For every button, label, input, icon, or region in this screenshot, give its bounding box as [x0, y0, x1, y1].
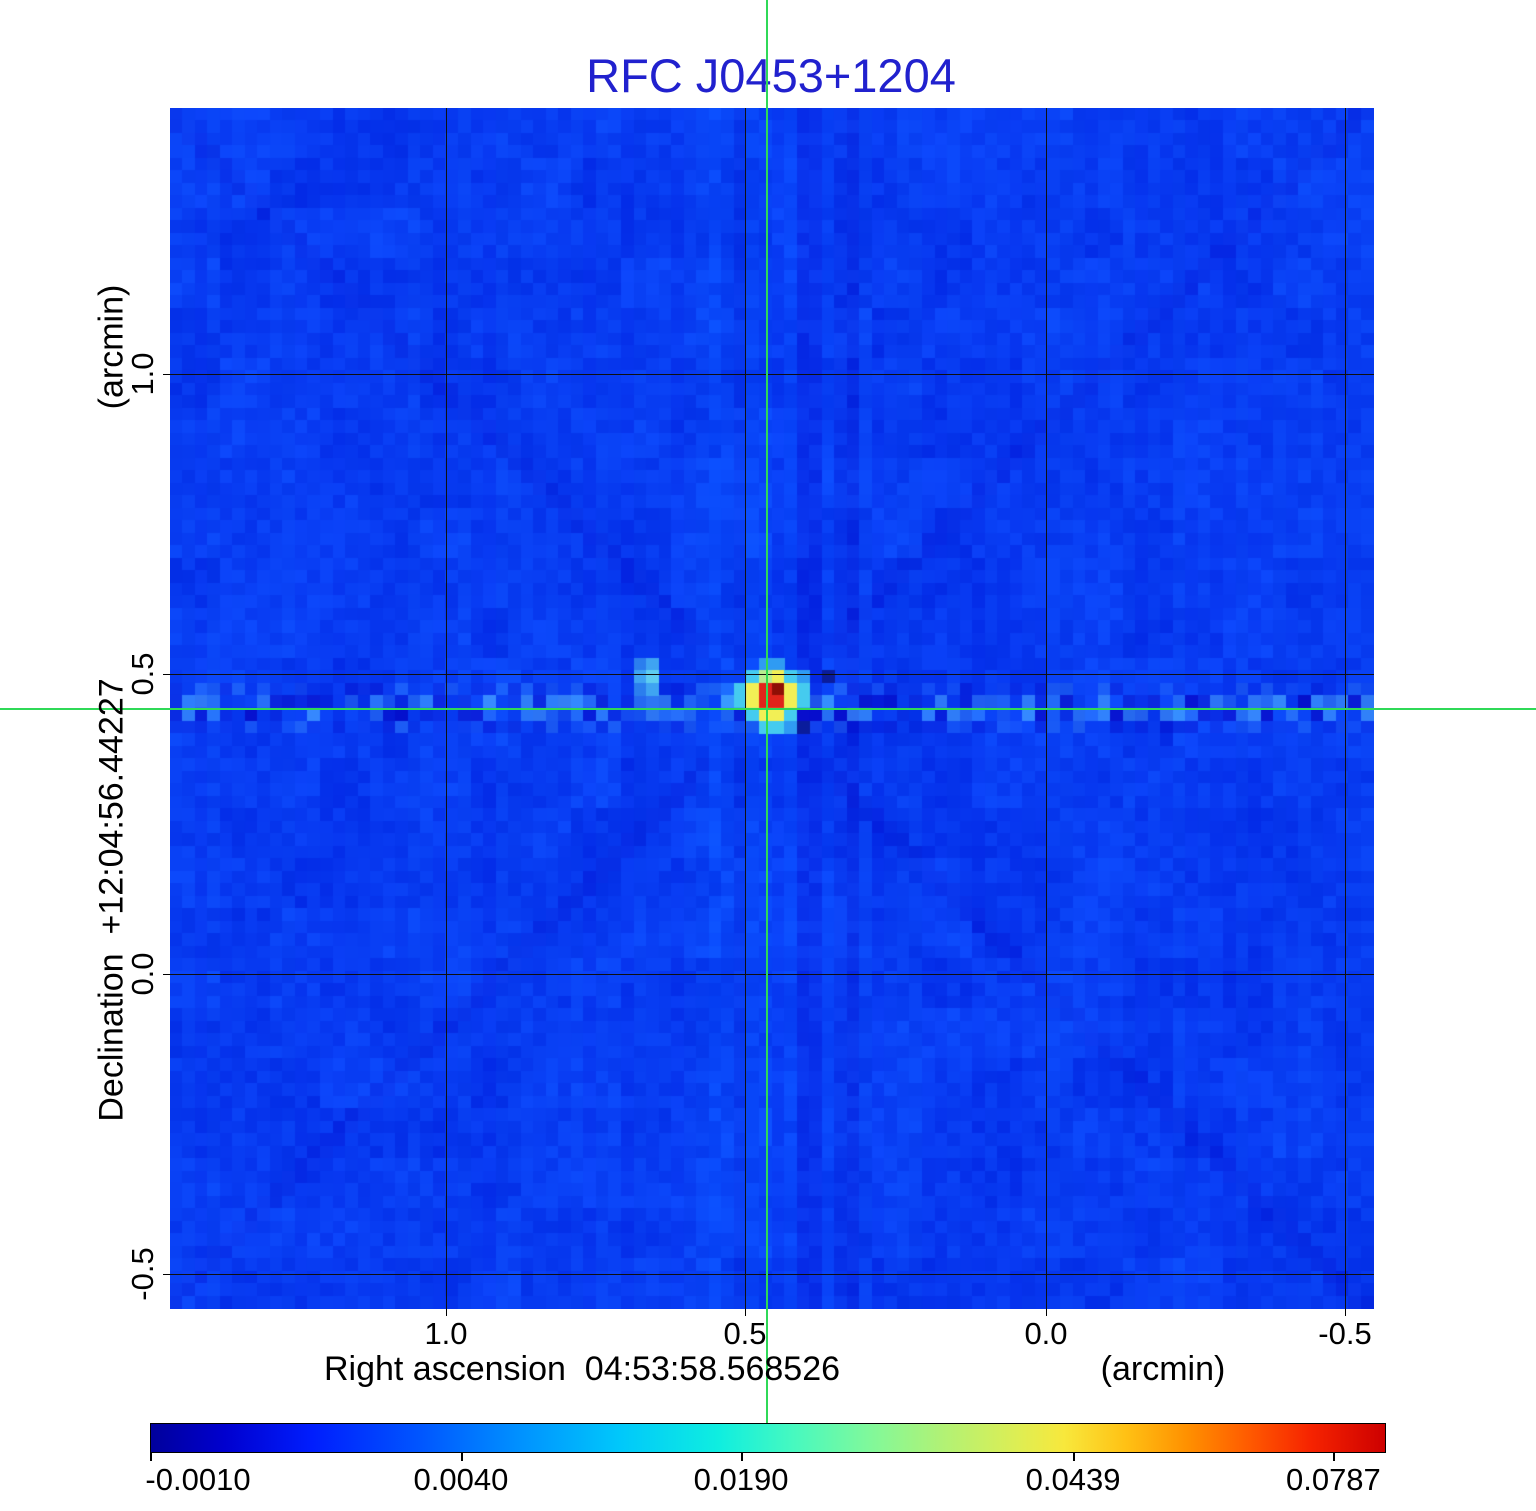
- colorbar-label-0.0787: 0.0787: [1285, 1462, 1381, 1497]
- y-tick-label--0.5: -0.5: [125, 1247, 160, 1301]
- colorbar: [150, 1423, 1386, 1453]
- colorbar-tick-0: [150, 1453, 152, 1461]
- gridline-horizontal-0: [170, 374, 1374, 375]
- gridline-horizontal-1: [170, 674, 1374, 675]
- x-axis-title: Right ascension 04:53:58.568526: [323, 1350, 841, 1388]
- x-tick-label--0.5: -0.5: [1318, 1316, 1372, 1351]
- x-tick-mark-1: [745, 1309, 746, 1316]
- page-title: RFC J0453+1204: [586, 49, 956, 102]
- colorbar-label-0.0190: 0.0190: [693, 1462, 789, 1497]
- x-tick-label-0.0: 0.0: [1024, 1316, 1068, 1351]
- y-tick-mark-0: [163, 374, 170, 375]
- gridline-horizontal-3: [170, 1274, 1374, 1275]
- colorbar-tick-4: [1333, 1453, 1336, 1461]
- colorbar-tick-3: [1073, 1453, 1076, 1461]
- colorbar-tick-1: [460, 1453, 463, 1461]
- colorbar-tick-2: [741, 1453, 744, 1461]
- y-axis-unit: (arcmin): [92, 284, 131, 410]
- x-tick-label-0.5: 0.5: [723, 1316, 767, 1351]
- x-axis-unit: (arcmin): [1100, 1350, 1226, 1388]
- y-axis-title: Declination +12:04:56.44227: [92, 678, 131, 1122]
- crosshair-vertical-line: [766, 0, 768, 1423]
- x-tick-mark-3: [1345, 1309, 1346, 1316]
- x-tick-mark-2: [1046, 1309, 1047, 1316]
- x-tick-mark-0: [446, 1309, 447, 1316]
- colorbar-label-0.0040: 0.0040: [413, 1462, 509, 1497]
- colorbar-label--0.0010: -0.0010: [145, 1462, 251, 1497]
- crosshair-horizontal-line: [0, 708, 1536, 710]
- x-tick-label-1.0: 1.0: [424, 1316, 468, 1351]
- y-tick-mark-2: [163, 974, 170, 975]
- y-tick-mark-3: [163, 1274, 170, 1275]
- y-tick-mark-1: [163, 674, 170, 675]
- gridline-horizontal-2: [170, 974, 1374, 975]
- colorbar-label-0.0439: 0.0439: [1025, 1462, 1121, 1497]
